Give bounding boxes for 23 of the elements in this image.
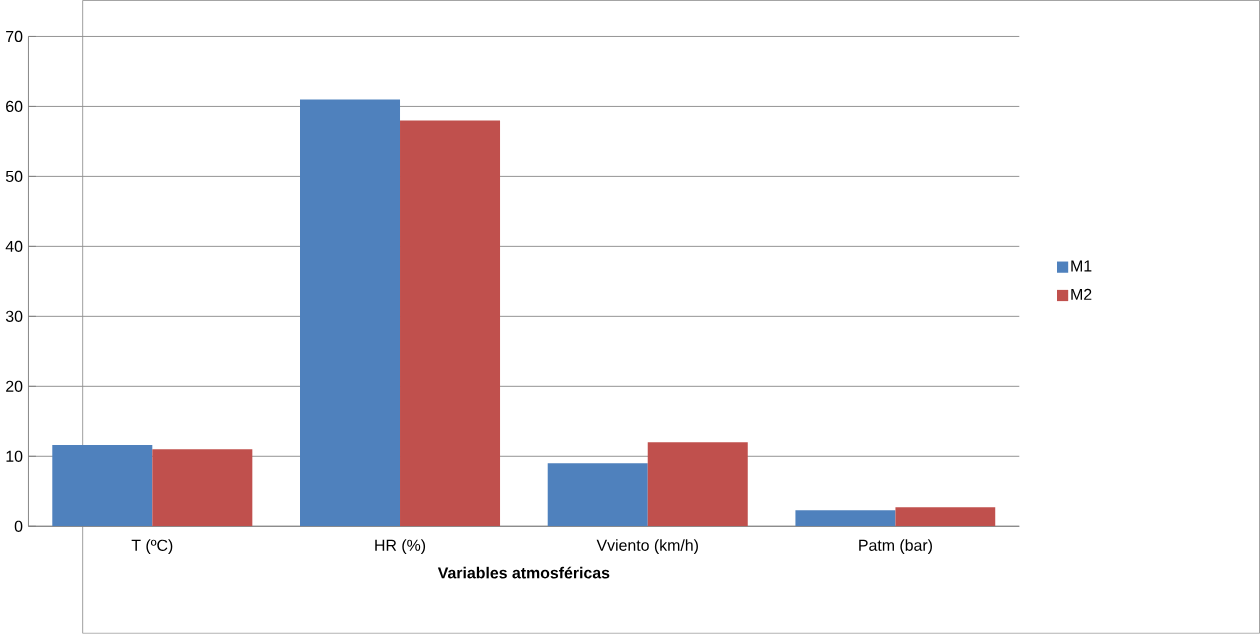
y-tick-label: 30	[5, 310, 23, 323]
bar	[300, 99, 401, 527]
bar	[152, 449, 253, 527]
x-axis-title: Variables atmosféricas	[437, 566, 610, 579]
y-tick-label: 20	[6, 380, 23, 393]
x-tick-label: Vviento (km/h)	[596, 539, 698, 555]
bar	[895, 507, 996, 527]
bar	[795, 510, 896, 527]
y-tick-label: 0	[14, 520, 23, 533]
y-tick-label: 10	[6, 450, 23, 463]
bar	[547, 463, 648, 527]
y-tick-label: 70	[6, 30, 23, 43]
bar	[52, 445, 153, 527]
y-tick-label: 60	[6, 100, 23, 113]
bar	[400, 120, 501, 527]
x-tick-label: HR (%)	[375, 539, 426, 555]
legend-label: M2	[1071, 288, 1092, 300]
x-tick-label: Patm (bar)	[859, 539, 932, 555]
legend-label: M1	[1071, 260, 1092, 272]
y-tick-label: 40	[5, 240, 23, 253]
bar	[647, 442, 748, 527]
y-tick-label: 50	[5, 170, 23, 183]
x-tick-label: T (ºC)	[131, 539, 173, 555]
